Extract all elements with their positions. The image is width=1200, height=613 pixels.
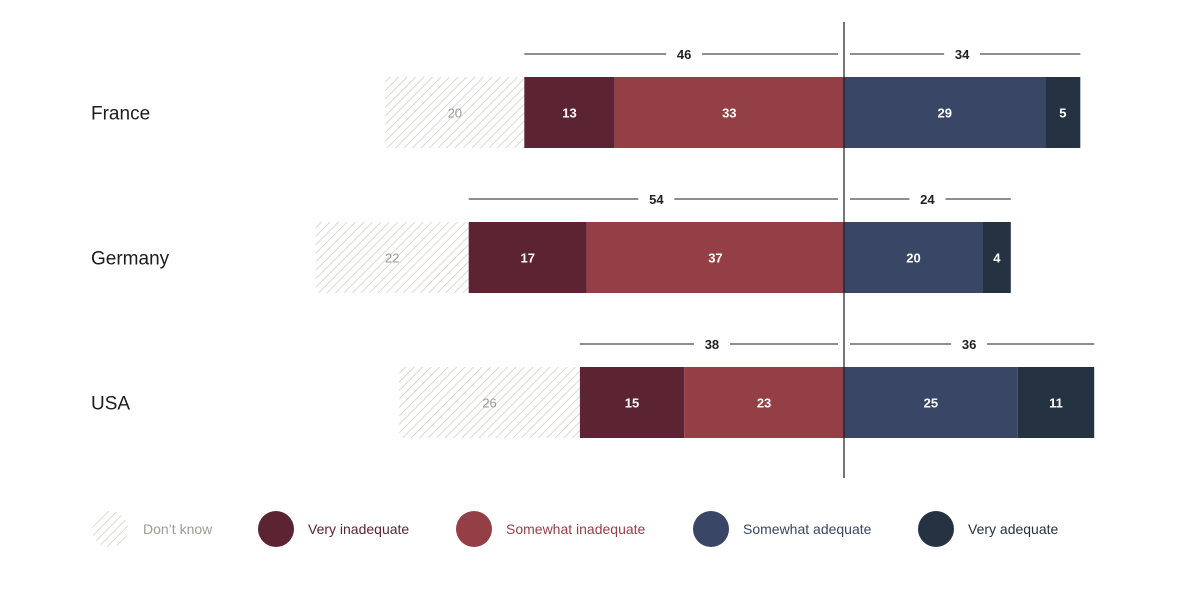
value-label-somewhat-adequate-usa: 25 — [924, 396, 938, 411]
value-label-very-inadequate-usa: 15 — [625, 396, 639, 411]
legend-swatch-very-adequate — [918, 511, 954, 547]
legend-label-very-inadequate: Very inadequate — [308, 521, 409, 537]
bar-somewhat-adequate-france — [844, 77, 1046, 148]
bar-very-inadequate-germany — [468, 222, 587, 293]
value-label-very-inadequate-france: 13 — [562, 106, 576, 121]
bar-dont-know-france — [385, 77, 525, 148]
value-label-somewhat-adequate-germany: 20 — [906, 251, 920, 266]
value-label-very-adequate-germany: 4 — [993, 251, 1001, 266]
legend-swatch-very-inadequate — [258, 511, 294, 547]
total-label-inadequate-germany: 54 — [649, 192, 664, 207]
legend-label-somewhat-adequate: Somewhat adequate — [743, 521, 872, 537]
legend: Don’t know Very inadequate Somewhat inadeq… — [92, 511, 1059, 547]
legend-swatch-somewhat-inadequate — [456, 511, 492, 547]
bar-dont-know-germany — [315, 222, 469, 293]
value-label-dont-know-usa: 26 — [482, 396, 496, 411]
bar-very-inadequate-usa — [579, 367, 685, 438]
value-label-somewhat-inadequate-france: 33 — [722, 106, 736, 121]
total-label-inadequate-france: 46 — [677, 47, 691, 62]
bar-dont-know-usa — [399, 367, 580, 438]
category-label-germany: Germany — [91, 249, 170, 270]
bar-somewhat-adequate-usa — [844, 367, 1018, 438]
value-label-somewhat-inadequate-usa: 23 — [757, 396, 771, 411]
total-label-adequate-germany: 24 — [920, 192, 935, 207]
legend-label-somewhat-inadequate: Somewhat inadequate — [506, 521, 646, 537]
legend-label-very-adequate: Very adequate — [968, 521, 1059, 537]
value-label-very-adequate-france: 5 — [1059, 106, 1066, 121]
bar-very-inadequate-france — [524, 77, 615, 148]
bar-somewhat-inadequate-germany — [586, 222, 844, 293]
bar-very-adequate-usa — [1017, 367, 1095, 438]
bar-very-adequate-france — [1045, 77, 1081, 148]
bar-very-adequate-germany — [983, 222, 1011, 293]
bar-somewhat-inadequate-usa — [684, 367, 844, 438]
legend-label-don-t-know: Don’t know — [143, 521, 213, 537]
bar-somewhat-inadequate-france — [614, 77, 844, 148]
legend-swatch-don-t-know — [92, 511, 128, 547]
value-label-very-adequate-usa: 11 — [1049, 396, 1063, 411]
total-label-adequate-usa: 36 — [962, 337, 976, 352]
category-label-france: France — [91, 104, 150, 125]
value-label-somewhat-adequate-france: 29 — [938, 106, 952, 121]
value-label-somewhat-inadequate-germany: 37 — [708, 251, 722, 266]
total-label-inadequate-usa: 38 — [705, 337, 719, 352]
total-label-adequate-france: 34 — [955, 47, 970, 62]
category-label-usa: USA — [91, 394, 130, 415]
value-label-very-inadequate-germany: 17 — [521, 251, 535, 266]
value-label-dont-know-germany: 22 — [385, 251, 399, 266]
legend-swatch-somewhat-adequate — [693, 511, 729, 547]
value-label-dont-know-france: 20 — [448, 106, 462, 121]
bar-somewhat-adequate-germany — [844, 222, 983, 293]
